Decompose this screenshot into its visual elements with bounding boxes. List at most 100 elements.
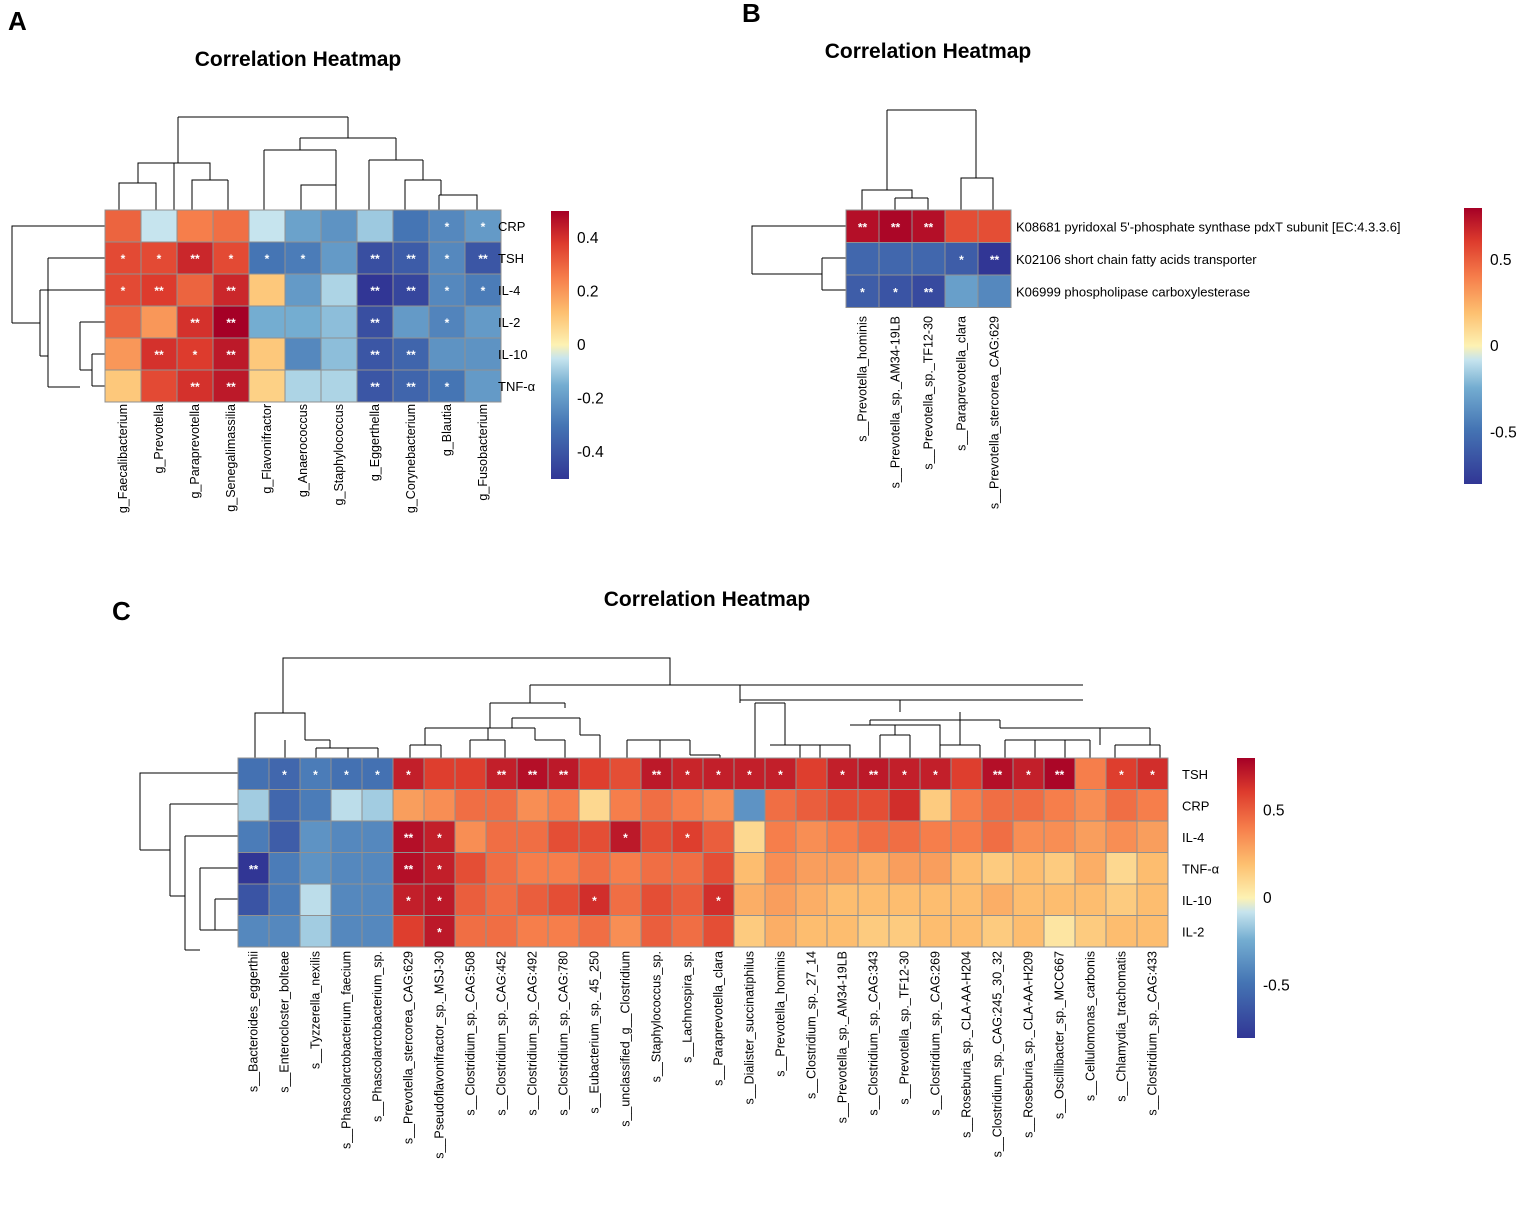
panel-c-cell bbox=[1012, 789, 1045, 822]
panel-a-cell bbox=[320, 241, 358, 275]
panel-b-color-legend: 0.5 0 -0.5 bbox=[1464, 208, 1517, 484]
panel-a-significance-mark: ** bbox=[370, 348, 380, 362]
panel-c-cell bbox=[268, 757, 301, 790]
panel-c-cell bbox=[640, 852, 673, 885]
panel-c-significance-mark: * bbox=[747, 768, 752, 782]
panel-c-column-label: s__Eubacterium_sp._45_250 bbox=[588, 951, 602, 1114]
panel-c-column-label: s__Staphylococcus_sp. bbox=[650, 951, 664, 1082]
panel-a-cell bbox=[356, 273, 394, 307]
panel-c-cell bbox=[578, 883, 611, 916]
panel-c-cell bbox=[485, 820, 518, 853]
panel-c-column-label: s__Prevotella_sp._TF12-30 bbox=[898, 951, 912, 1105]
panel-b-cell bbox=[911, 209, 946, 243]
panel-a-significance-mark: ** bbox=[190, 316, 200, 330]
panel-a-cell bbox=[140, 305, 178, 339]
panel-a-cell bbox=[248, 369, 286, 403]
panel-c-cell bbox=[857, 852, 890, 885]
panel-c-cell bbox=[981, 852, 1014, 885]
panel-c-cell bbox=[950, 852, 983, 885]
panel-c-cell bbox=[423, 757, 456, 790]
panel-a-significance-mark: * bbox=[445, 380, 450, 394]
panel-c-significance-mark: * bbox=[716, 894, 721, 908]
panel-c-cell bbox=[609, 915, 642, 948]
panel-b-title: Correlation Heatmap bbox=[825, 40, 1032, 63]
panel-a-significance-mark: ** bbox=[226, 348, 236, 362]
panel-a-significance-mark: ** bbox=[190, 380, 200, 394]
panel-a-column-label: g_Paraprevotella bbox=[188, 404, 202, 499]
panel-c-significance-mark: ** bbox=[559, 768, 569, 782]
panel-c-cell bbox=[1012, 820, 1045, 853]
panel-c-significance-mark: * bbox=[437, 925, 442, 939]
panel-a-cell bbox=[464, 337, 502, 371]
panel-b-column-label: s__Prevotella_sp._AM34-19LB bbox=[889, 316, 903, 488]
panel-b-significance-mark: ** bbox=[858, 220, 868, 234]
panel-c-column-dendrogram bbox=[254, 657, 1161, 758]
panel-c-significance-mark: * bbox=[716, 768, 721, 782]
panel-c-column-label: s__Paraprevotella_clara bbox=[712, 951, 726, 1086]
panel-c-cell bbox=[888, 852, 921, 885]
panel-c-cell bbox=[733, 852, 766, 885]
panel-c-cell bbox=[547, 883, 580, 916]
panel-c-cell bbox=[299, 915, 332, 948]
panel-a-cell bbox=[356, 337, 394, 371]
panel-c-cell bbox=[237, 820, 270, 853]
panel-a-column-dendrogram bbox=[118, 116, 478, 210]
panel-a-cell bbox=[248, 209, 286, 243]
panel-c-cell bbox=[516, 789, 549, 822]
panel-c-significance-mark: * bbox=[1150, 768, 1155, 782]
panel-c-cell bbox=[609, 883, 642, 916]
panel-c-column-label: s__Prevotella_sp._AM34-19LB bbox=[836, 951, 850, 1123]
panel-c-cell bbox=[454, 915, 487, 948]
panel-c-cell bbox=[826, 883, 859, 916]
panel-c-cell bbox=[330, 852, 363, 885]
panel-c-row-dendrogram bbox=[139, 772, 238, 951]
panel-c-column-label: s__Chlamydia_trachomatis bbox=[1115, 951, 1129, 1102]
panel-c-row-label: TSH bbox=[1182, 767, 1208, 782]
panel-c-cell bbox=[485, 883, 518, 916]
panel-c-cell bbox=[857, 883, 890, 916]
panel-c-cell bbox=[547, 852, 580, 885]
panel-c-cell bbox=[1136, 852, 1169, 885]
panel-a-cell bbox=[176, 273, 214, 307]
panel-c-cell bbox=[361, 915, 394, 948]
panel-c-significance-mark: ** bbox=[497, 768, 507, 782]
panel-c-cell bbox=[1105, 820, 1138, 853]
panel-c-cell bbox=[888, 820, 921, 853]
panel-a-significance-mark: * bbox=[265, 252, 270, 266]
panel-c-significance-mark: * bbox=[437, 894, 442, 908]
panel-c-cell bbox=[826, 820, 859, 853]
panel-c-column-label: s__Pseudoflavonifractor_sp._MSJ-30 bbox=[433, 951, 447, 1159]
panel-a-significance-mark: * bbox=[445, 316, 450, 330]
panel-b-significance-mark: ** bbox=[924, 220, 934, 234]
panel-c-cell bbox=[1074, 852, 1107, 885]
panel-b-cell bbox=[944, 274, 979, 308]
panel-c-cell bbox=[609, 789, 642, 822]
panel-c-column-label: s__Clostridium_sp._27_14 bbox=[805, 951, 819, 1099]
panel-c-cell bbox=[516, 915, 549, 948]
panel-c-cell bbox=[268, 915, 301, 948]
panel-c-cell bbox=[795, 883, 828, 916]
panel-c-cell bbox=[485, 915, 518, 948]
panel-c-cell bbox=[609, 757, 642, 790]
panel-a-column-label: g_Fusobacterium bbox=[476, 404, 490, 501]
panel-a-significance-mark: * bbox=[121, 284, 126, 298]
panel-c-cell bbox=[981, 789, 1014, 822]
panel-a-significance-mark: * bbox=[481, 220, 486, 234]
panel-c-cell bbox=[547, 915, 580, 948]
panel-c-cell bbox=[671, 852, 704, 885]
panel-c-cell bbox=[795, 820, 828, 853]
panel-c-significance-mark: * bbox=[840, 768, 845, 782]
panel-c-cell bbox=[1105, 883, 1138, 916]
panel-c-cell bbox=[671, 789, 704, 822]
panel-c-significance-mark: * bbox=[902, 768, 907, 782]
panel-a-significance-mark: * bbox=[121, 252, 126, 266]
panel-letter-c: C bbox=[112, 596, 131, 626]
panel-a-cell bbox=[356, 305, 394, 339]
panel-a-legend-tick: -0.2 bbox=[577, 391, 604, 408]
panel-c-significance-mark: ** bbox=[249, 862, 259, 876]
panel-c-cell bbox=[299, 883, 332, 916]
panel-c-cell bbox=[516, 852, 549, 885]
panel-c-cell bbox=[423, 883, 456, 916]
panel-c-column-label: s__Clostridium_sp._CAG:245_30_32 bbox=[991, 951, 1005, 1157]
